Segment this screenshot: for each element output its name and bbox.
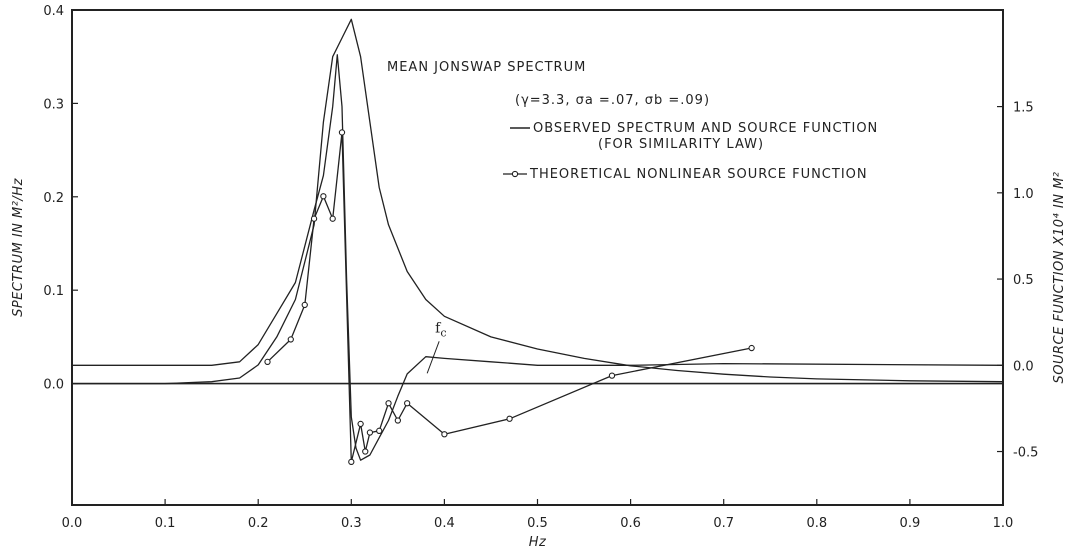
x-tick-label: 0.5 xyxy=(527,516,548,531)
right-y-tick-label: 1.5 xyxy=(1013,101,1034,116)
x-tick-label: 1.0 xyxy=(993,516,1014,531)
legend-item-observed-note: (FOR SIMILARITY LAW) xyxy=(598,137,764,152)
data-point xyxy=(348,458,355,466)
left-y-tick-label: 0.3 xyxy=(43,97,64,112)
fc-annotation: fc xyxy=(426,320,447,374)
legend-item-observed: OBSERVED SPECTRUM AND SOURCE FUNCTION xyxy=(533,121,878,136)
x-tick-label: 0.2 xyxy=(248,516,269,531)
chart-subtitle: (γ=3.3, σa =.07, σb =.09) xyxy=(515,93,710,108)
data-point xyxy=(506,415,513,422)
chart-title: MEAN JONSWAP SPECTRUM xyxy=(387,60,586,75)
left-y-tick-label: 0.0 xyxy=(43,378,64,393)
x-tick-label: 0.9 xyxy=(900,516,921,531)
data-point xyxy=(310,215,318,222)
series-line-2 xyxy=(72,54,1004,461)
x-tick-label: 0.7 xyxy=(713,516,734,531)
series-group xyxy=(72,18,1004,466)
x-tick-label: 0.8 xyxy=(806,516,827,531)
data-point xyxy=(608,372,616,379)
data-point xyxy=(264,358,271,365)
right-y-tick-label: 1.0 xyxy=(1013,187,1034,202)
left-y-tick-label: 0.2 xyxy=(43,191,64,206)
data-point xyxy=(376,427,383,434)
data-point xyxy=(320,193,327,200)
left-y-axis-title: SPECTRUM IN M²/Hz xyxy=(11,177,26,316)
data-point xyxy=(329,215,336,222)
left-y-tick-label: 0.4 xyxy=(43,4,64,19)
data-point xyxy=(748,344,755,352)
data-point xyxy=(301,301,308,309)
plot-frame-group xyxy=(71,9,1004,506)
right-y-tick-label: 0.0 xyxy=(1013,359,1034,374)
data-point xyxy=(394,417,401,424)
series-line-1 xyxy=(72,18,1004,385)
axis-ticks: 0.0 0.1 0.2 0.3 0.4 0.5 0.6 0.7 0.8 0.9 1.0 0.4 0.3 0… xyxy=(43,4,1038,531)
data-point xyxy=(404,400,411,407)
legend: OBSERVED SPECTRUM AND SOURCE FUNCTION (F… xyxy=(503,121,878,182)
right-y-tick-label: -0.5 xyxy=(1013,446,1038,461)
plot-frame xyxy=(71,9,1004,506)
x-tick-label: 0.0 xyxy=(62,516,83,531)
data-point xyxy=(362,448,369,455)
fc-annotation-pointer xyxy=(426,341,440,374)
x-axis-title: Hz xyxy=(529,535,547,550)
data-point xyxy=(357,420,364,428)
x-tick-label: 0.6 xyxy=(620,516,641,531)
right-y-axis-title: SOURCE FUNCTION X10⁴ IN M² xyxy=(1052,171,1067,383)
data-point xyxy=(338,129,346,136)
data-point xyxy=(366,429,374,436)
data-point xyxy=(385,400,392,407)
data-point xyxy=(287,336,294,343)
right-y-tick-label: 0.5 xyxy=(1013,273,1034,288)
fc-annotation-label: fc xyxy=(435,320,446,339)
legend-marker-theoretical xyxy=(511,170,519,178)
left-y-tick-label: 0.1 xyxy=(43,284,64,299)
x-tick-label: 0.4 xyxy=(434,516,455,531)
legend-item-theoretical: THEORETICAL NONLINEAR SOURCE FUNCTION xyxy=(529,167,868,182)
x-tick-label: 0.1 xyxy=(155,516,176,531)
data-point xyxy=(441,431,448,438)
x-tick-label: 0.3 xyxy=(341,516,362,531)
